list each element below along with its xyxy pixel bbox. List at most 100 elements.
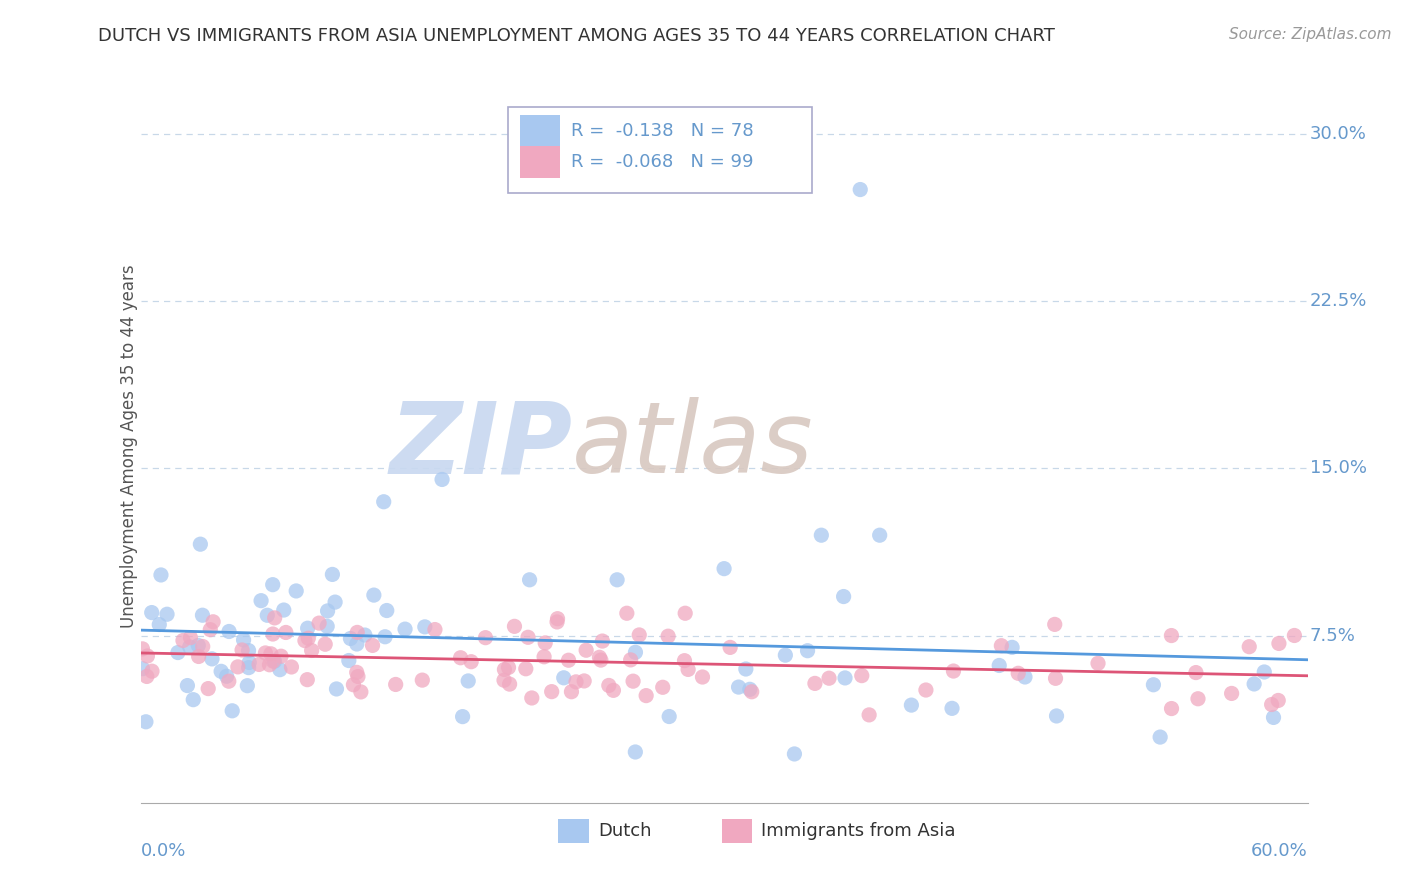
Point xyxy=(179,631,201,645)
Point xyxy=(1007,666,1029,681)
Point xyxy=(534,636,557,650)
Point xyxy=(197,681,219,696)
Point xyxy=(254,646,277,660)
Point xyxy=(450,650,472,665)
Point xyxy=(221,704,243,718)
Point xyxy=(218,674,240,689)
Point xyxy=(941,701,963,715)
Point xyxy=(849,182,872,196)
Point xyxy=(218,624,240,639)
Point xyxy=(553,671,575,685)
FancyBboxPatch shape xyxy=(558,819,589,844)
Point xyxy=(851,668,873,682)
Point xyxy=(353,628,375,642)
Point xyxy=(591,634,613,648)
Point xyxy=(942,664,965,678)
Point xyxy=(176,679,198,693)
Point xyxy=(1001,640,1024,655)
Point xyxy=(738,682,761,697)
Point xyxy=(1187,691,1209,706)
Point xyxy=(238,643,260,657)
Point xyxy=(131,662,153,676)
Point xyxy=(651,681,673,695)
Point xyxy=(314,637,336,651)
Point xyxy=(308,616,330,631)
Point xyxy=(187,649,209,664)
Text: 30.0%: 30.0% xyxy=(1310,125,1367,143)
Point xyxy=(301,643,323,657)
Point xyxy=(624,645,647,659)
Point xyxy=(232,632,254,647)
Point xyxy=(1160,701,1182,715)
Point xyxy=(673,654,696,668)
Point xyxy=(337,654,360,668)
Point xyxy=(209,665,232,679)
Point xyxy=(238,656,260,670)
Point xyxy=(262,654,284,668)
Point xyxy=(263,654,285,668)
Point xyxy=(131,641,153,656)
Point xyxy=(451,709,474,723)
Point xyxy=(1142,678,1164,692)
Point xyxy=(181,692,204,706)
Point xyxy=(350,685,373,699)
Point xyxy=(1260,698,1282,712)
Point xyxy=(361,639,384,653)
Point xyxy=(323,595,346,609)
Point xyxy=(616,607,638,621)
Point xyxy=(262,577,284,591)
Point xyxy=(624,745,647,759)
Point xyxy=(557,653,579,667)
Text: Dutch: Dutch xyxy=(598,822,651,840)
Point xyxy=(474,631,496,645)
Point xyxy=(990,639,1012,653)
Point xyxy=(804,676,827,690)
Point xyxy=(297,632,319,646)
Point xyxy=(818,671,841,685)
Point xyxy=(727,680,749,694)
Point xyxy=(316,619,339,633)
Point xyxy=(657,629,679,643)
Point xyxy=(375,603,398,617)
Point xyxy=(148,617,170,632)
Point xyxy=(325,681,347,696)
Point xyxy=(263,611,285,625)
Point xyxy=(519,573,541,587)
Point xyxy=(347,669,370,683)
Point xyxy=(294,633,316,648)
Point xyxy=(201,652,224,666)
Y-axis label: Unemployment Among Ages 35 to 44 years: Unemployment Among Ages 35 to 44 years xyxy=(121,264,138,628)
Point xyxy=(598,678,620,692)
Text: R =  -0.138   N = 78: R = -0.138 N = 78 xyxy=(571,122,754,140)
Point xyxy=(342,678,364,692)
Point xyxy=(259,657,281,672)
Point xyxy=(260,647,283,661)
Point xyxy=(231,643,253,657)
Text: 60.0%: 60.0% xyxy=(1251,842,1308,860)
Point xyxy=(560,684,582,698)
FancyBboxPatch shape xyxy=(520,115,560,148)
Point xyxy=(136,648,159,663)
Point xyxy=(339,632,361,646)
Point xyxy=(384,677,406,691)
Point xyxy=(316,604,339,618)
Point xyxy=(297,673,319,687)
Point xyxy=(346,625,368,640)
Point xyxy=(834,671,856,685)
Point xyxy=(1239,640,1261,654)
Point xyxy=(741,685,763,699)
Point xyxy=(546,615,568,629)
Point xyxy=(285,583,308,598)
Point xyxy=(226,660,249,674)
Point xyxy=(515,662,537,676)
Point xyxy=(1045,671,1067,685)
Point xyxy=(1043,617,1066,632)
Point xyxy=(191,608,214,623)
Point xyxy=(1267,693,1289,707)
Point xyxy=(247,657,270,672)
Point xyxy=(167,646,190,660)
Point xyxy=(262,627,284,641)
Point xyxy=(718,640,741,655)
Point xyxy=(1263,710,1285,724)
Point xyxy=(734,662,756,676)
